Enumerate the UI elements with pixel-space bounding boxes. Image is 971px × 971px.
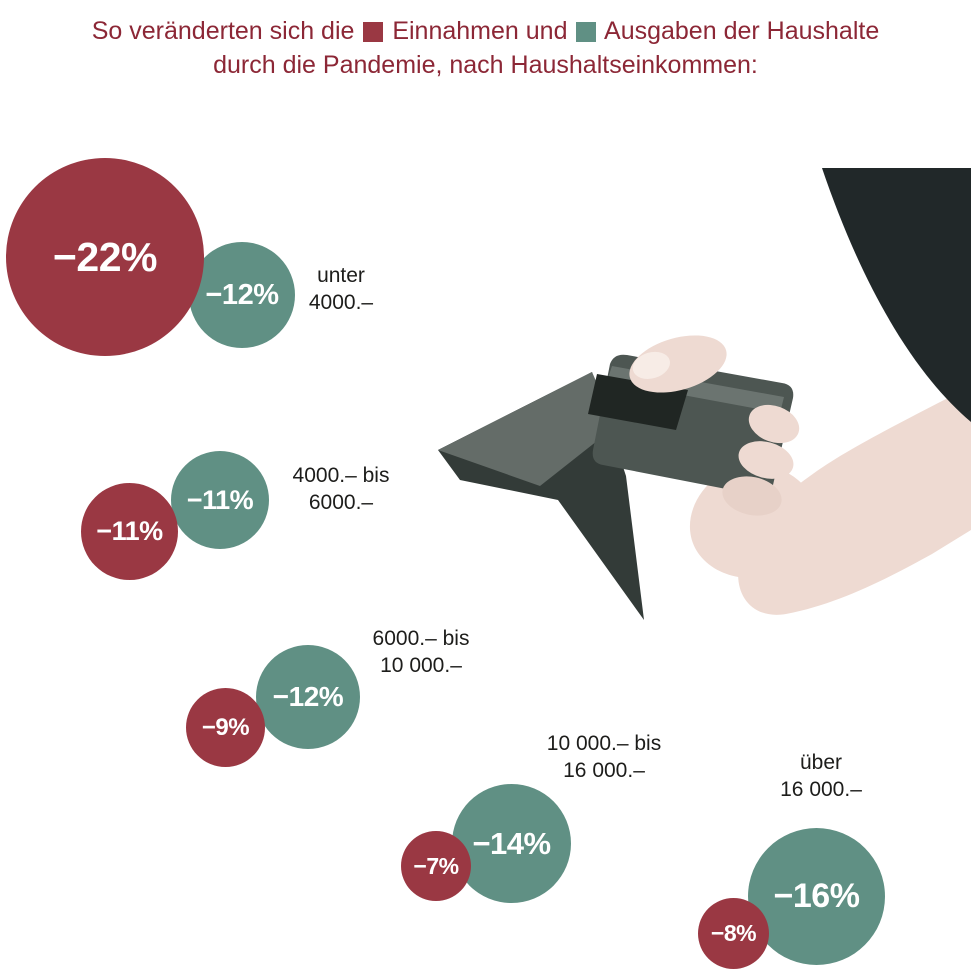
bubble-einnahmen-unter-4000: −22% bbox=[6, 158, 204, 356]
finger bbox=[748, 404, 800, 444]
category-label-line: 6000.– bbox=[308, 491, 374, 514]
bubble-value: −22% bbox=[52, 233, 158, 280]
category-label-line: 4000.– bis bbox=[292, 464, 390, 487]
bubble-ausgaben-unter-4000: −12% bbox=[189, 242, 295, 348]
bubble-value: −9% bbox=[201, 713, 250, 741]
sleeve bbox=[822, 168, 971, 422]
category-label-line: 4000.– bbox=[308, 291, 374, 314]
finger bbox=[722, 476, 782, 516]
category-label-unter-4000: unter 4000.– bbox=[261, 262, 421, 316]
bubble-ausgaben-10000-16000: −14% bbox=[452, 784, 571, 903]
title-line-1: So veränderten sich die Einnahmen und Au… bbox=[0, 14, 971, 48]
thumb bbox=[629, 335, 727, 393]
bubble-einnahmen-ueber-16000: −8% bbox=[698, 898, 769, 969]
bubble-value: −11% bbox=[96, 516, 163, 546]
category-label-4000-6000: 4000.– bis 6000.– bbox=[261, 462, 421, 516]
title-text-1: So veränderten sich die bbox=[91, 17, 355, 45]
hand-wallet-illustration bbox=[420, 168, 971, 658]
bubble-value: −12% bbox=[272, 681, 344, 712]
bubble-ausgaben-ueber-16000: −16% bbox=[748, 828, 885, 965]
chart-title: So veränderten sich die Einnahmen und Au… bbox=[0, 14, 971, 82]
legend-label-einnahmen: Einnahmen bbox=[392, 17, 519, 45]
hand-wallet-svg bbox=[438, 168, 971, 620]
bubble-value: −11% bbox=[186, 484, 254, 515]
title-text-3: der Haushalte bbox=[723, 17, 880, 45]
title-line-2: durch die Pandemie, nach Haushaltseinkom… bbox=[213, 51, 758, 79]
thumb-nail bbox=[632, 351, 670, 379]
category-label-line: 16 000.– bbox=[780, 778, 862, 801]
bubble-ausgaben-4000-6000: −11% bbox=[171, 451, 269, 549]
category-label-line: unter bbox=[317, 264, 365, 287]
bubble-value: −14% bbox=[472, 825, 551, 861]
finger bbox=[738, 441, 794, 479]
palm bbox=[689, 464, 816, 579]
category-label-line: 16 000.– bbox=[563, 759, 645, 782]
category-label-10000-16000: 10 000.– bis 16 000.– bbox=[504, 730, 704, 784]
bubble-value: −8% bbox=[710, 920, 757, 946]
legend-swatch-ausgaben bbox=[576, 22, 597, 42]
title-text-2: und bbox=[525, 17, 568, 45]
bubble-einnahmen-6000-10000: −9% bbox=[186, 688, 265, 767]
bubble-ausgaben-6000-10000: −12% bbox=[256, 645, 360, 749]
category-label-6000-10000: 6000.– bis 10 000.– bbox=[341, 625, 501, 679]
bubble-value: −7% bbox=[413, 852, 459, 879]
bubble-einnahmen-4000-6000: −11% bbox=[81, 483, 178, 580]
bubble-value: −12% bbox=[205, 278, 279, 311]
bubble-einnahmen-10000-16000: −7% bbox=[401, 831, 471, 901]
category-label-line: 10 000.– bis bbox=[546, 732, 662, 755]
legend-swatch-einnahmen bbox=[363, 22, 384, 42]
legend-label-ausgaben: Ausgaben bbox=[604, 17, 717, 45]
category-label-line: 6000.– bis bbox=[372, 627, 470, 650]
category-label-line: über bbox=[799, 751, 843, 774]
wallet-flap-top bbox=[438, 372, 616, 486]
category-label-ueber-16000: über 16 000.– bbox=[721, 749, 921, 803]
bubble-value: −16% bbox=[773, 877, 860, 915]
category-label-line: 10 000.– bbox=[380, 654, 462, 677]
